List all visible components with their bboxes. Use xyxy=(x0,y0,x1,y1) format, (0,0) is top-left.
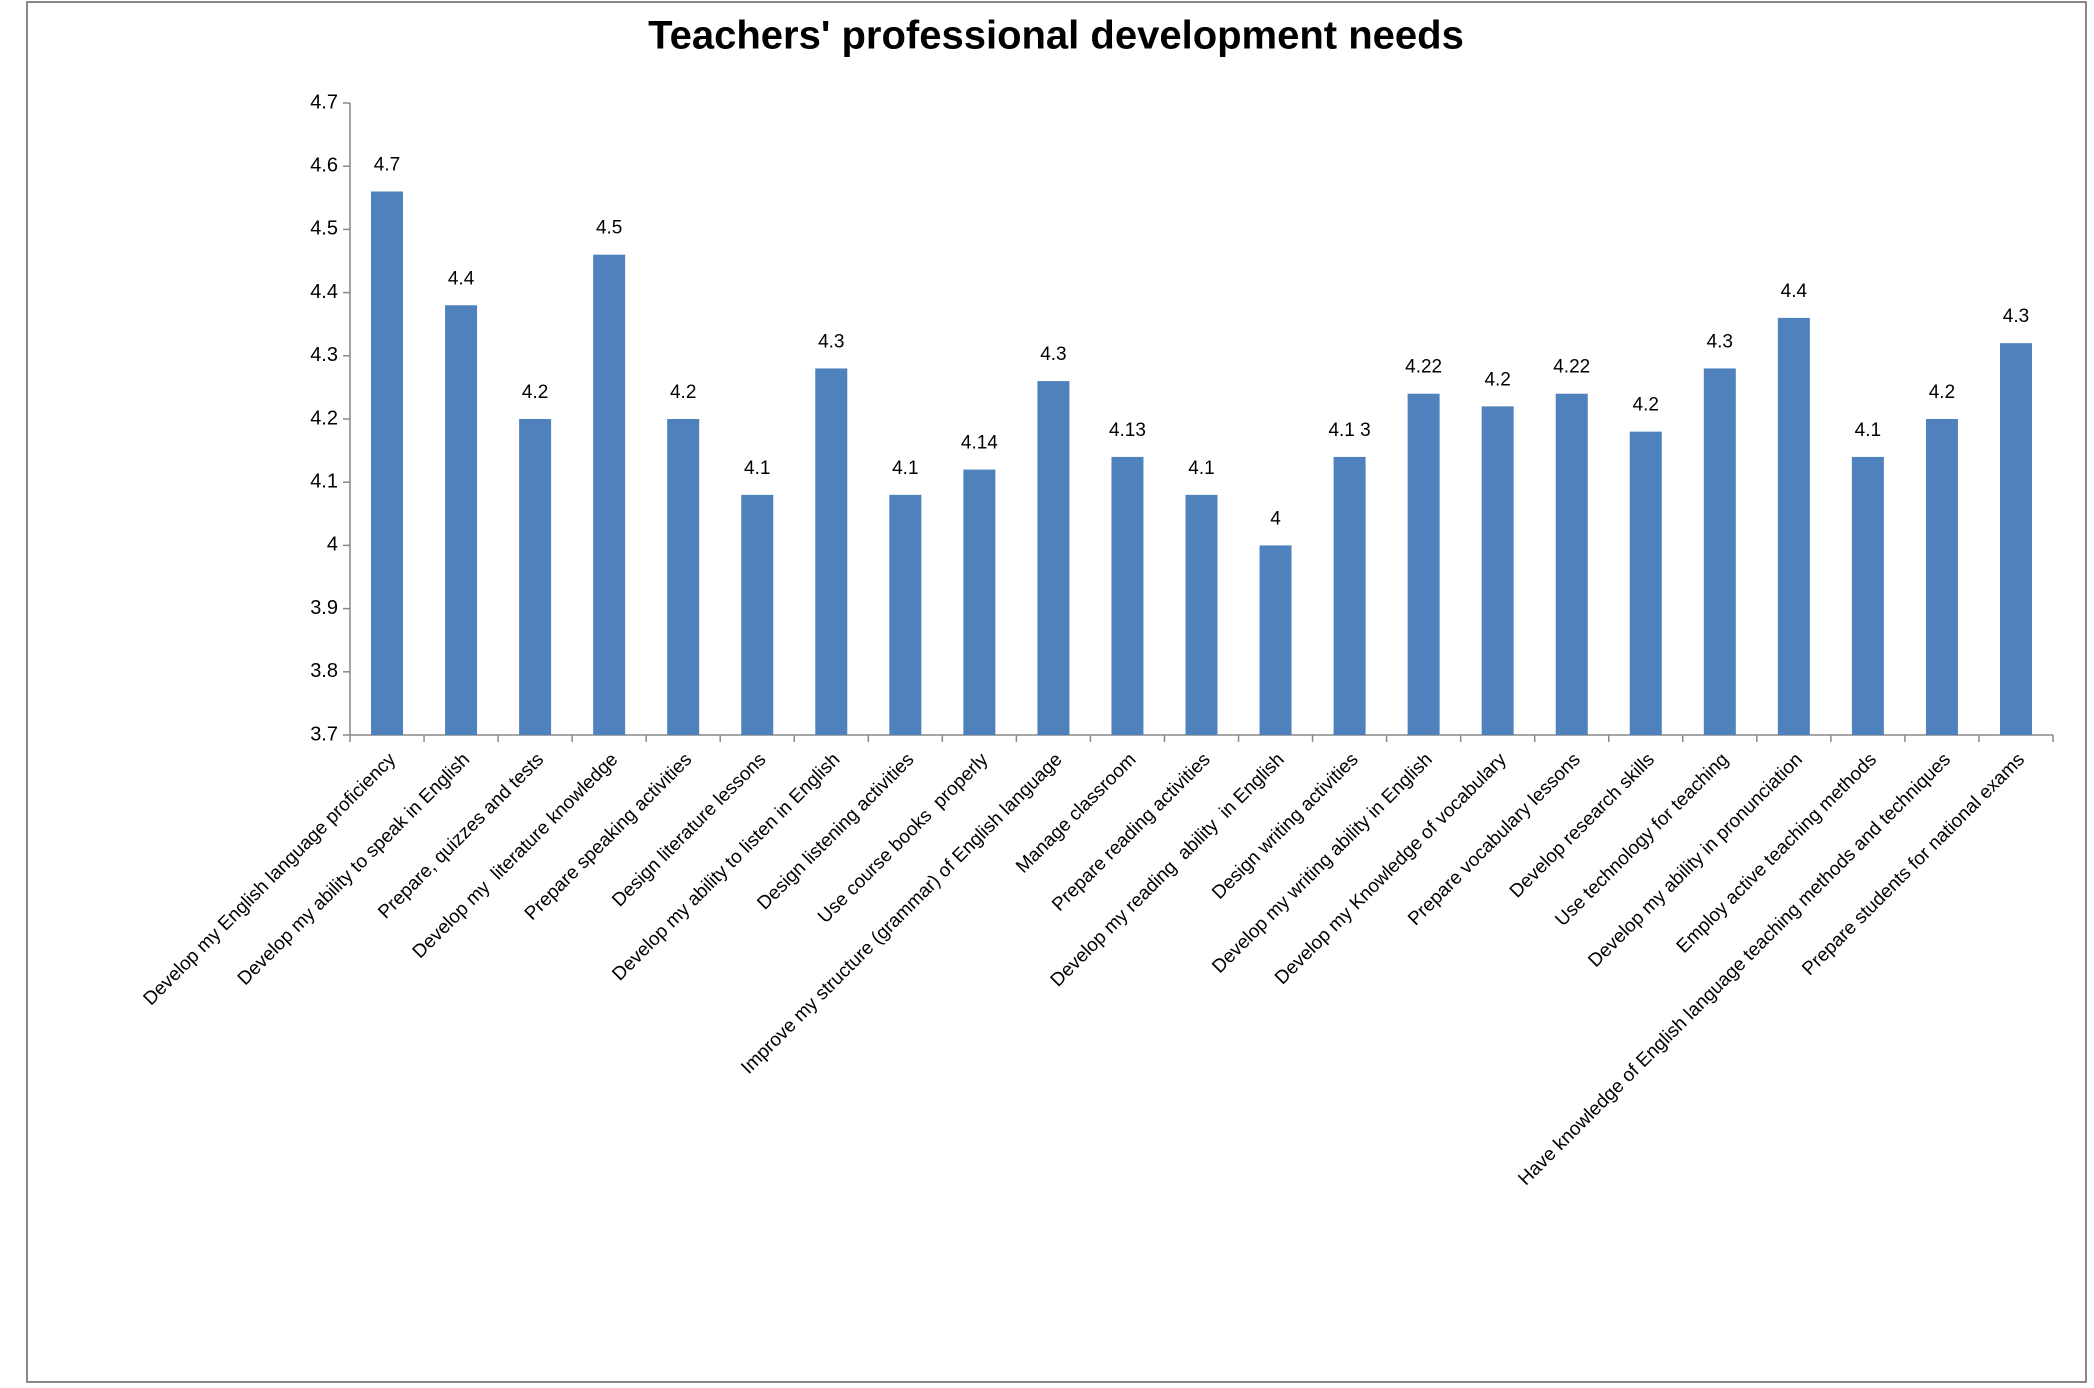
bar xyxy=(815,368,848,735)
bar xyxy=(1629,431,1662,735)
y-tick-label: 4.2 xyxy=(310,407,338,429)
y-tick-label: 3.7 xyxy=(310,723,338,745)
bar-annotation: 4.3 xyxy=(1040,344,1066,365)
bar-annotation: 4.1 xyxy=(1188,458,1214,479)
bar-annotation: 4.1 xyxy=(744,458,770,479)
y-tick-label: 4.6 xyxy=(310,154,338,176)
bar xyxy=(1925,419,1958,735)
bar-annotation: 4.13 xyxy=(1109,420,1146,441)
bar xyxy=(371,191,404,736)
y-tick-label: 3.9 xyxy=(310,597,338,619)
bar xyxy=(1555,393,1588,735)
y-tick-label: 4.4 xyxy=(310,281,338,303)
chart-title: Teachers' professional development needs xyxy=(648,14,1464,58)
bar-annotation: 4.3 xyxy=(2003,306,2029,327)
y-tick-label: 4.1 xyxy=(310,470,338,492)
bar xyxy=(963,469,996,735)
bar-annotation: 4.1 xyxy=(892,458,918,479)
y-tick-label: 4.7 xyxy=(310,91,338,113)
bar-annotation: 4.14 xyxy=(961,433,998,454)
bar-annotation: 4 xyxy=(1270,508,1281,529)
bar xyxy=(889,494,922,735)
bar xyxy=(519,419,552,735)
bar-annotation: 4.7 xyxy=(374,154,400,175)
bar xyxy=(445,305,478,735)
bar-annotation: 4.2 xyxy=(1484,369,1510,390)
bar-annotation: 4.1 xyxy=(1855,420,1881,441)
bar xyxy=(1037,381,1070,735)
bar-annotation: 4.3 xyxy=(1707,331,1733,352)
y-tick-label: 4.5 xyxy=(310,218,338,240)
bar xyxy=(1185,494,1218,735)
bar-annotation: 4.4 xyxy=(1781,281,1808,302)
bar-annotation: 4.2 xyxy=(1633,395,1659,416)
bar xyxy=(667,419,700,735)
bar xyxy=(1111,456,1144,735)
bar xyxy=(593,254,626,735)
bar xyxy=(1333,456,1366,735)
bar-annotation: 4.22 xyxy=(1553,357,1590,378)
bar xyxy=(1777,317,1810,735)
bar xyxy=(1999,343,2032,735)
bar-annotation: 4.1 3 xyxy=(1328,420,1370,441)
y-tick-label: 3.8 xyxy=(310,660,338,682)
bar-annotation: 4.4 xyxy=(448,268,475,289)
bar xyxy=(1407,393,1440,735)
bar-annotation: 4.2 xyxy=(670,382,696,403)
y-tick-label: 4 xyxy=(327,534,338,556)
bar xyxy=(1481,406,1514,735)
y-tick-label: 4.3 xyxy=(310,344,338,366)
bar-annotation: 4.5 xyxy=(596,218,622,239)
bar xyxy=(1703,368,1736,735)
bar xyxy=(741,494,774,735)
bar-annotation: 4.2 xyxy=(1929,382,1955,403)
bar-annotation: 4.2 xyxy=(522,382,548,403)
bar xyxy=(1259,545,1292,735)
bar-annotation: 4.3 xyxy=(818,331,844,352)
bar xyxy=(1851,456,1884,735)
bar-annotation: 4.22 xyxy=(1405,357,1442,378)
